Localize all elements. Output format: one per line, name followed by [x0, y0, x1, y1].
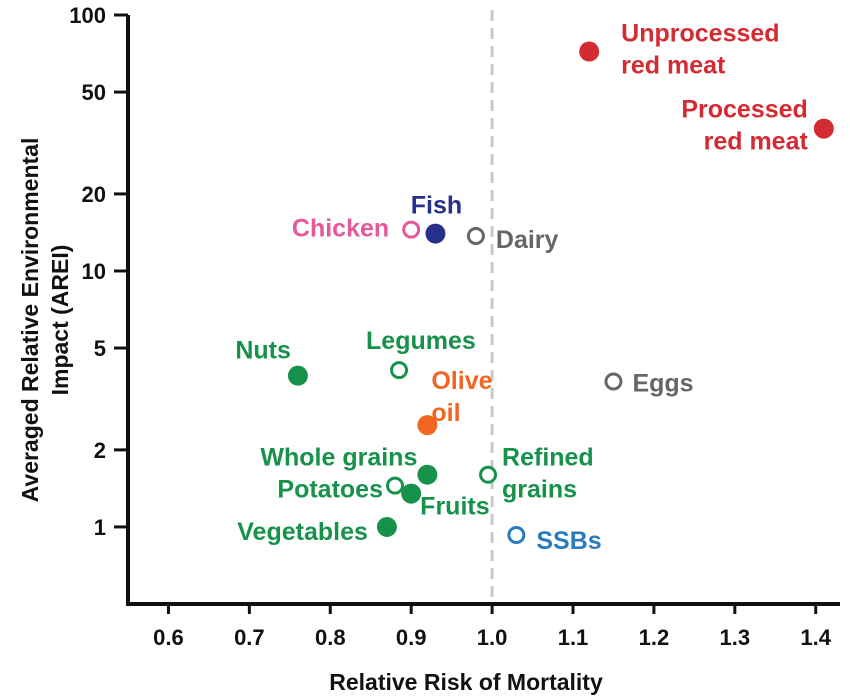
point-eggs — [604, 372, 623, 391]
label-fish: Fish — [411, 192, 462, 220]
y-tick-label: 2 — [94, 438, 106, 463]
label-potatoes: Potatoes — [277, 476, 383, 504]
y-axis-title: Averaged Relative Environmental Impact (A… — [17, 138, 73, 503]
point-labels: Unprocessed red meat Processed red meat Fish… — [235, 20, 808, 555]
point-nuts — [287, 365, 308, 386]
y-axis-ticks: 1 2 5 10 20 50 100 — [69, 3, 128, 540]
label-dairy: Dairy — [496, 226, 559, 254]
data-points — [287, 41, 834, 545]
point-fish — [425, 223, 446, 244]
label-fruits: Fruits — [420, 493, 489, 521]
point-vegetables — [376, 516, 397, 537]
x-tick-label: 0.8 — [315, 625, 346, 650]
label-ssbs: SSBs — [536, 527, 601, 555]
point-legumes — [390, 361, 409, 380]
point-processed-red-meat — [813, 118, 834, 139]
label-refined-grains: Refined grains — [502, 444, 594, 504]
label-unprocessed-red-meat: Unprocessed red meat — [621, 20, 779, 80]
label-vegetables: Vegetables — [237, 518, 368, 546]
label-legumes: Legumes — [366, 327, 476, 355]
x-axis-title: Relative Risk of Mortality — [329, 669, 603, 695]
point-fruits — [401, 483, 422, 504]
y-axis-title-text: Averaged Relative Environmental Impact (A… — [17, 138, 73, 503]
y-tick-label: 100 — [69, 3, 106, 28]
x-tick-label: 0.9 — [396, 625, 427, 650]
point-refined-grains — [479, 465, 498, 484]
y-axis-title-line: Averaged Relative Environmental — [17, 138, 43, 503]
point-olive-oil — [417, 415, 438, 436]
x-tick-label: 1.4 — [800, 625, 831, 650]
point-potatoes — [386, 476, 404, 495]
y-axis-title-line: Impact (AREI) — [47, 245, 73, 396]
x-tick-label: 1.1 — [558, 625, 589, 650]
point-unprocessed-red-meat — [579, 41, 600, 62]
x-axis-ticks: 0.6 0.7 0.8 0.9 1.0 1.1 1.2 1.3 1.4 — [153, 604, 832, 650]
axes — [126, 15, 840, 606]
y-tick-label: 50 — [82, 80, 106, 105]
y-tick-label: 1 — [94, 515, 106, 540]
point-chicken — [402, 220, 421, 239]
x-tick-label: 1.3 — [720, 625, 751, 650]
point-dairy — [466, 226, 485, 245]
label-olive-oil: Olive oil — [431, 367, 492, 427]
x-tick-label: 0.7 — [234, 625, 265, 650]
y-tick-label: 20 — [82, 182, 106, 207]
label-nuts: Nuts — [235, 337, 291, 365]
y-tick-label: 10 — [82, 259, 106, 284]
point-ssbs — [507, 526, 526, 545]
y-tick-label: 5 — [94, 336, 106, 361]
label-eggs: Eggs — [632, 370, 693, 398]
point-whole-grains — [417, 464, 438, 485]
x-tick-label: 1.0 — [477, 625, 508, 650]
x-tick-label: 0.6 — [153, 625, 184, 650]
x-tick-label: 1.2 — [639, 625, 670, 650]
label-chicken: Chicken — [292, 215, 389, 243]
label-whole-grains: Whole grains — [260, 444, 417, 472]
label-processed-red-meat: Processed red meat — [681, 96, 808, 156]
